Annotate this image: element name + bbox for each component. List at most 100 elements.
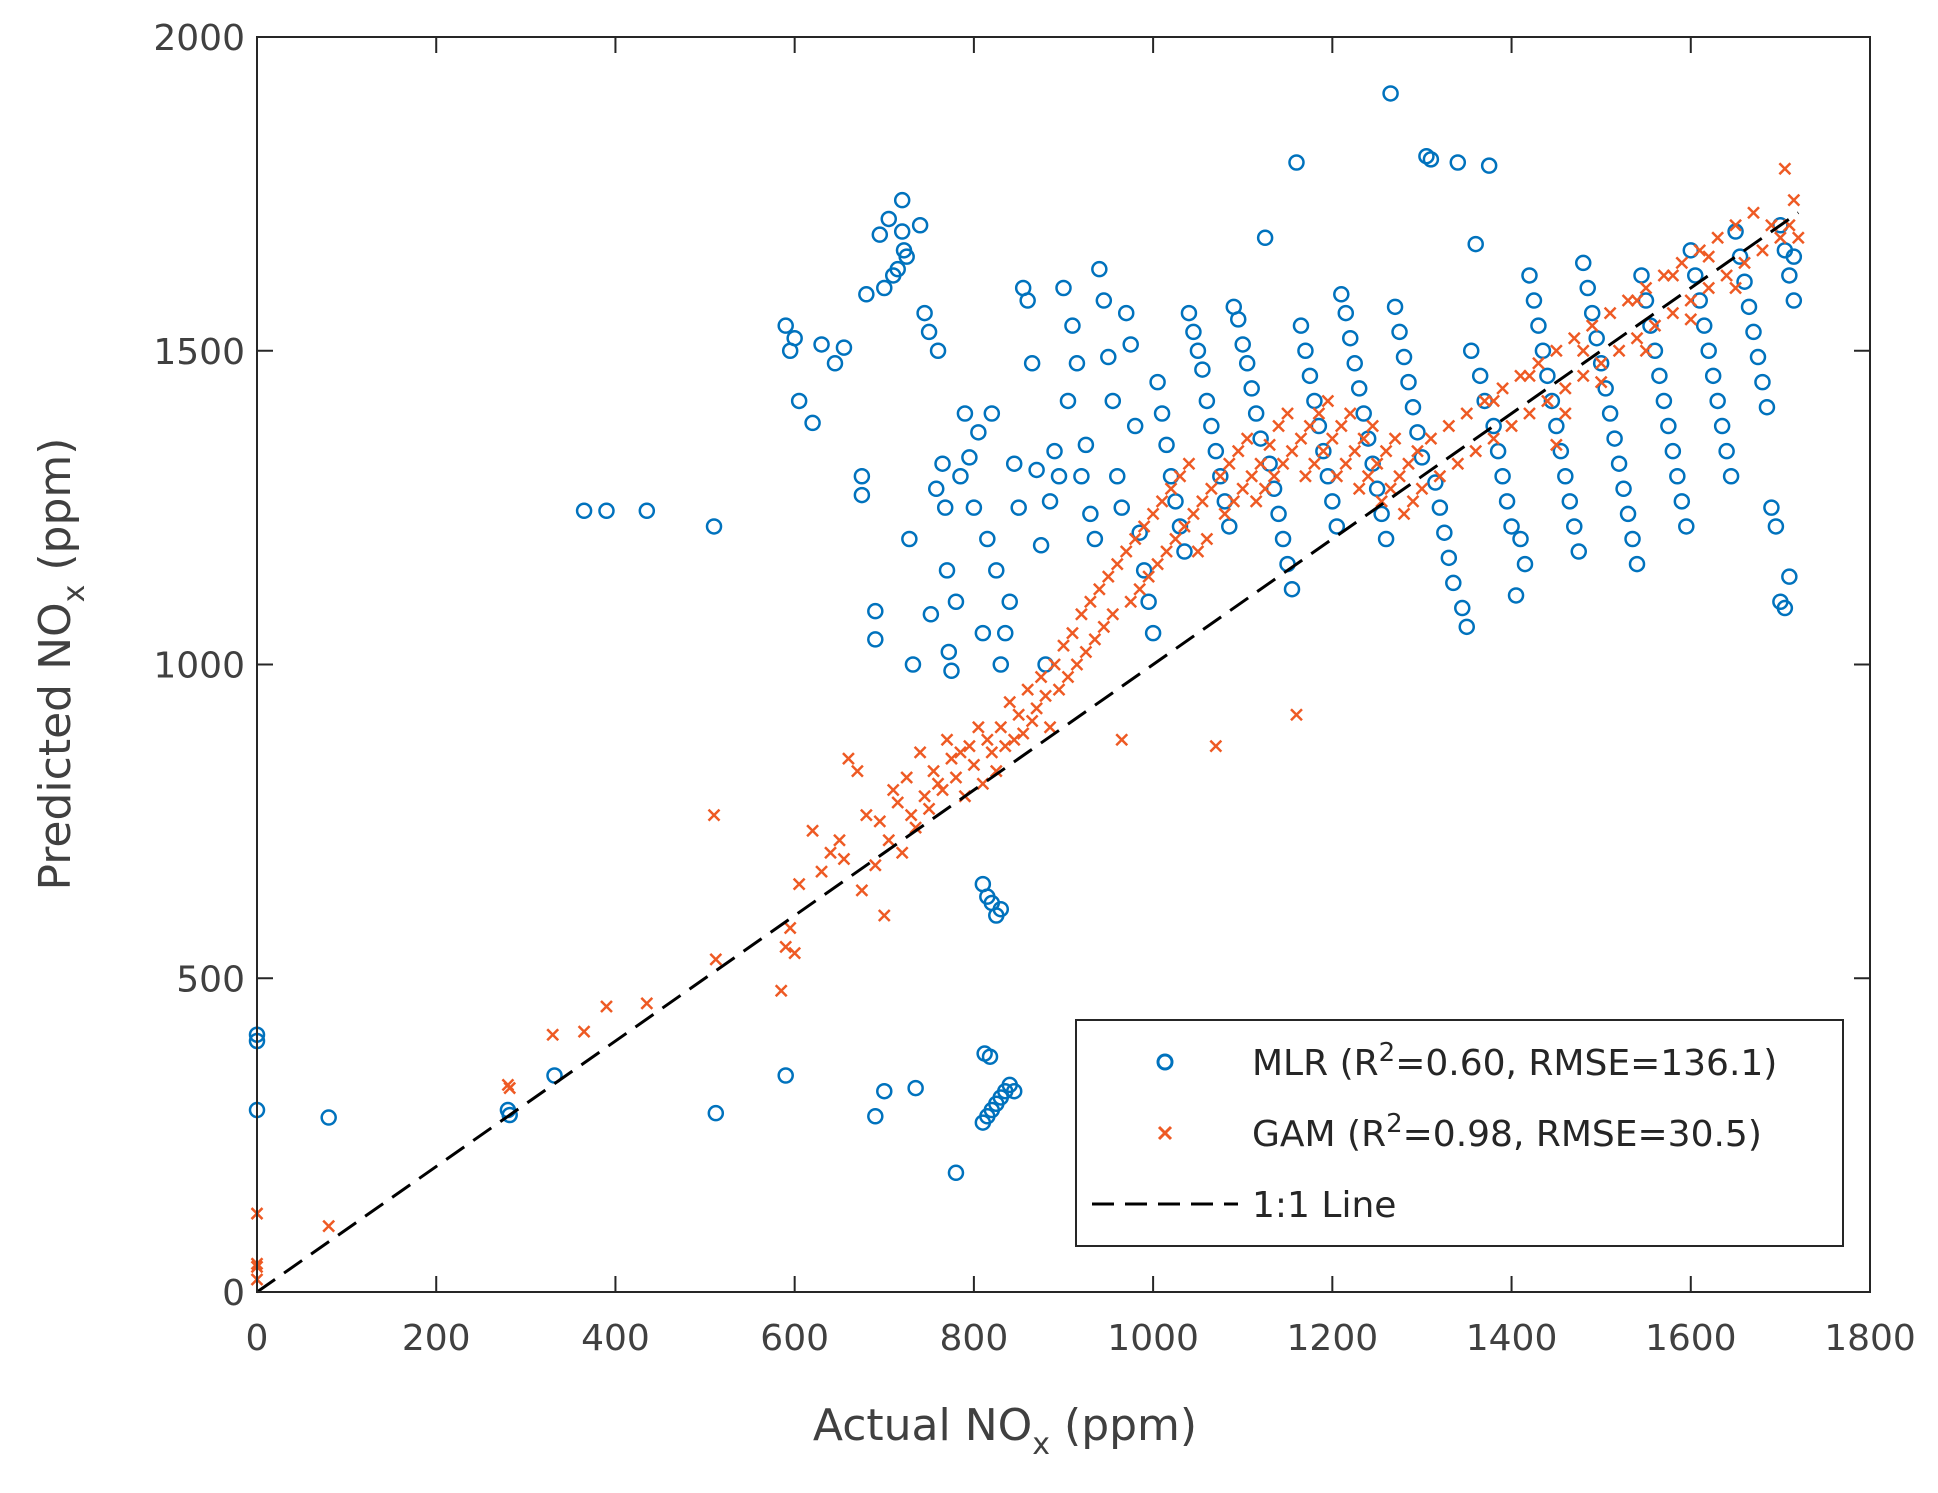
gam-point (600, 1000, 613, 1013)
mlr-point (1687, 267, 1704, 284)
gam-point (1487, 394, 1501, 408)
gam-point (1016, 727, 1030, 740)
mlr-point (1678, 518, 1695, 535)
gam-point (1411, 444, 1424, 458)
mlr-point (1342, 329, 1359, 347)
mlr-point (1238, 355, 1256, 372)
mlr-point (1467, 235, 1484, 253)
gam-point (859, 808, 873, 822)
mlr-point (1781, 568, 1798, 585)
mlr-point (705, 518, 723, 535)
x-axis-label: Actual NOx (ppm) (813, 1400, 1197, 1462)
mlr-point (1767, 518, 1785, 535)
gam-point (1097, 620, 1111, 634)
gam-point (1630, 294, 1644, 307)
mlr-point (1561, 493, 1579, 510)
gam-point (1384, 482, 1397, 496)
gam-point (1021, 683, 1035, 696)
gam-point (1370, 457, 1384, 471)
gam-point (1209, 739, 1223, 753)
gam-point (1415, 482, 1429, 496)
mlr-point (1664, 442, 1682, 460)
gam-point (1321, 394, 1335, 408)
mlr-point (893, 191, 911, 209)
gam-point (1258, 482, 1272, 496)
gam-point (931, 777, 945, 791)
mlr-point (1162, 468, 1180, 485)
mlr-point (1131, 524, 1148, 541)
mlr-point (893, 223, 911, 240)
mlr-point (1543, 392, 1561, 410)
mlr-point (876, 1082, 893, 1100)
gam-point (913, 745, 927, 759)
gam-point (783, 921, 797, 935)
gam-point (918, 789, 931, 803)
gam-point (1549, 438, 1563, 452)
gam-point (837, 852, 851, 866)
mlr-point (1574, 254, 1592, 272)
mlr-point (1642, 317, 1659, 334)
mlr-point (1431, 499, 1449, 516)
mlr-point (1041, 493, 1059, 510)
mlr-point (1548, 417, 1565, 435)
mlr-point (1695, 317, 1713, 334)
mlr-point (1570, 543, 1588, 560)
mlr-point (1333, 286, 1350, 303)
gam-point (1218, 507, 1232, 521)
gam-point (1720, 269, 1734, 282)
mlr-point (901, 530, 918, 548)
gam-point (1312, 407, 1326, 420)
mlr-point (1628, 555, 1646, 573)
gam-point (1115, 733, 1129, 747)
mlr-point (1113, 499, 1130, 516)
mlr-point (1521, 267, 1538, 284)
gam-point (1169, 532, 1182, 546)
mlr-point (1234, 336, 1251, 353)
mlr-point (1252, 430, 1269, 447)
gam-point (1196, 494, 1209, 508)
x-tick-label: 1400 (1466, 1318, 1558, 1359)
gam-point (1684, 312, 1698, 326)
gam-point (868, 858, 882, 872)
mlr-point (929, 342, 947, 359)
mlr-point (1001, 593, 1018, 610)
gam-point (1702, 281, 1716, 295)
gam-point (994, 720, 1008, 734)
gam-point (963, 739, 976, 753)
mlr-point (1471, 367, 1489, 385)
gam-point (1155, 494, 1169, 508)
mlr-point (992, 900, 1010, 918)
gam-point (1505, 419, 1518, 433)
gam-point (1433, 469, 1447, 483)
mlr-point (1100, 348, 1117, 366)
x-axis-label-main: Actual NO (813, 1400, 1032, 1451)
mlr-point (1736, 273, 1753, 290)
gam-point (842, 752, 855, 766)
mlr-point (1283, 580, 1301, 598)
gam-point (1684, 294, 1698, 307)
mlr-point (1624, 530, 1641, 548)
mlr-point (916, 304, 933, 322)
mlr-point (575, 502, 593, 520)
legend-gam-suffix: =0.98, RMSE=30.5) (1403, 1114, 1762, 1155)
mlr-point (1485, 417, 1502, 435)
gam-point (1666, 306, 1680, 320)
gam-point (640, 996, 654, 1010)
mlr-point (981, 1048, 999, 1065)
mlr-point (858, 286, 875, 303)
gam-point (1778, 162, 1792, 176)
mlr-point (320, 1109, 337, 1126)
mlr-point (947, 593, 965, 610)
gam-point (1325, 432, 1339, 445)
mlr-point (1409, 424, 1426, 441)
mlr-point (1010, 499, 1027, 516)
gam-point (1460, 407, 1474, 420)
mlr-point (1785, 248, 1803, 265)
mlr-point (1064, 317, 1081, 334)
gam-point (1066, 626, 1079, 640)
mlr-point (1032, 537, 1050, 554)
gam-point (895, 846, 909, 860)
x-tick-label: 400 (581, 1318, 650, 1359)
gam-point (1061, 670, 1075, 684)
gam-point (1339, 457, 1353, 471)
